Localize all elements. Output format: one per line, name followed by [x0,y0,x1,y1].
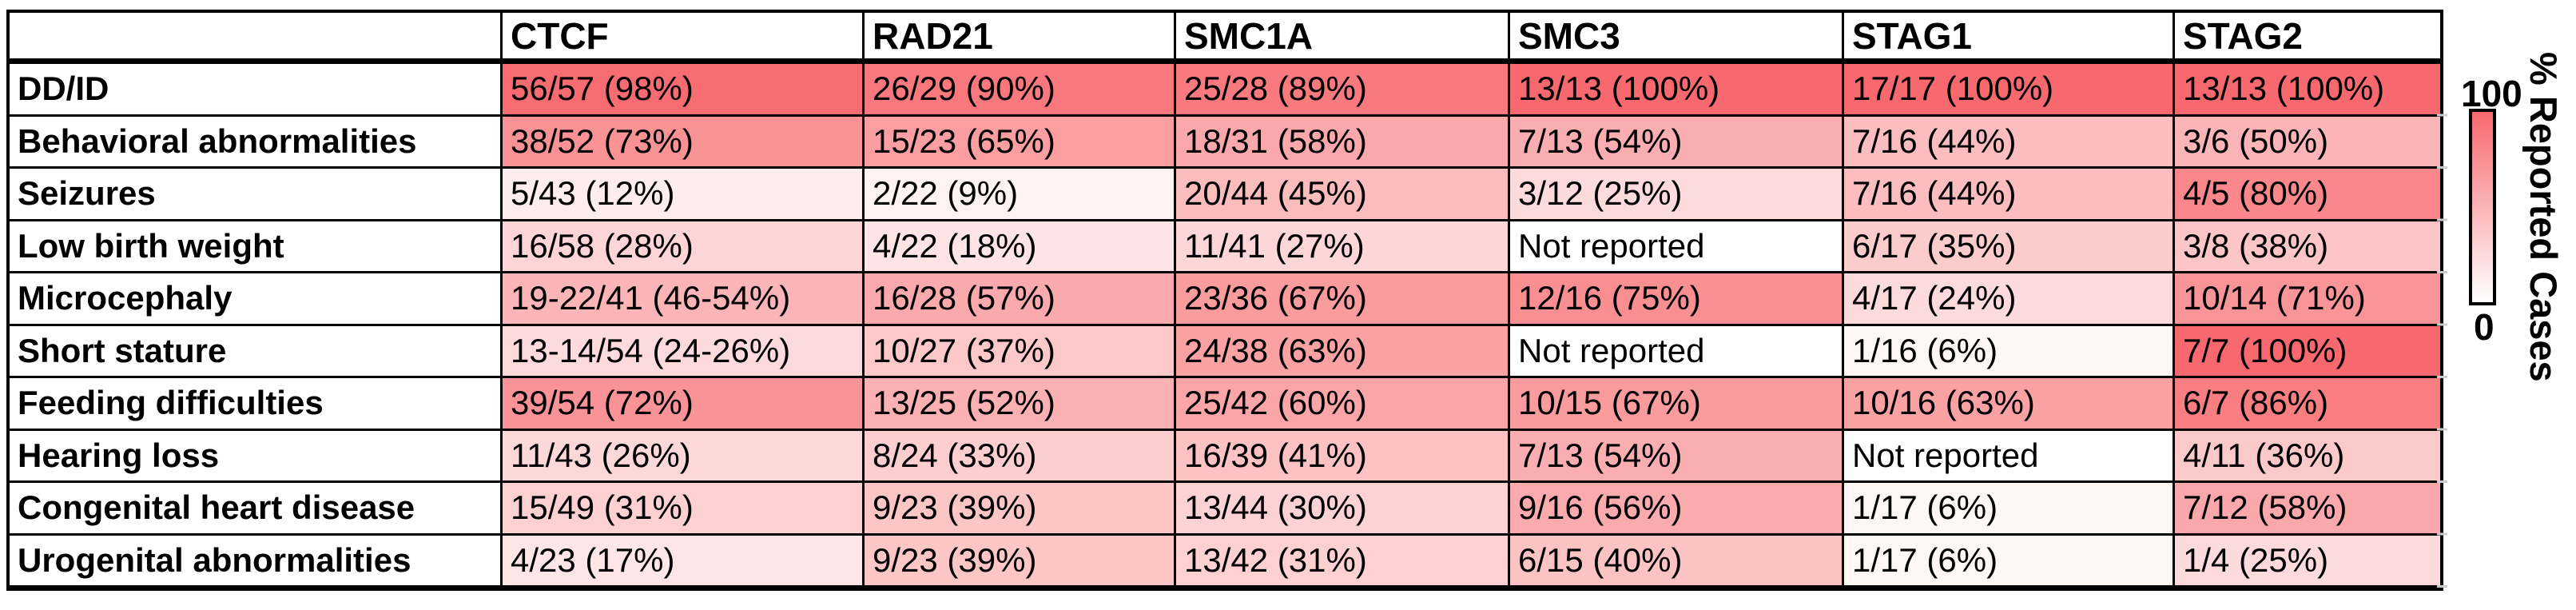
heatmap-cell: 7/16 (44%) [1844,116,2175,169]
heatmap-cell: 16/28 (57%) [865,273,1176,326]
heatmap-cell: 7/16 (44%) [1844,169,2175,221]
heatmap-cell: 10/27 (37%) [865,325,1176,378]
phenotype-heatmap: CTCF RAD21 SMC1A SMC3 STAG1 STAG2 DD/ID 56/57 (… [6,10,2443,591]
heatmap-cell: 15/23 (65%) [865,116,1176,169]
column-header-stag1: STAG1 [1844,13,2175,64]
heatmap-cell: 4/22 (18%) [865,221,1176,273]
row-label: Feeding difficulties [10,378,503,431]
heatmap-cell: 4/11 (36%) [2175,430,2440,483]
heatmap-cell: 8/24 (33%) [865,430,1176,483]
heatmap-cell: 13/13 (100%) [1510,64,1844,117]
heatmap-cell: 12/16 (75%) [1510,273,1844,326]
heatmap-cell: 20/44 (45%) [1176,169,1510,221]
heatmap-cell: Not reported [1844,430,2175,483]
column-header-rad21: RAD21 [865,13,1176,64]
colorbar-title: % Reported Cases [2522,52,2565,382]
row-label: Microcephaly [10,273,503,326]
row-label: Behavioral abnormalities [10,116,503,169]
heatmap-cell: 23/36 (67%) [1176,273,1510,326]
heatmap-cell: 13/25 (52%) [865,378,1176,431]
heatmap-cell: 4/23 (17%) [503,535,865,588]
heatmap-cell: 6/15 (40%) [1510,535,1844,588]
row-label: Seizures [10,169,503,221]
row-label: Hearing loss [10,430,503,483]
row-label: Low birth weight [10,221,503,273]
heatmap-cell: 1/4 (25%) [2175,535,2440,588]
heatmap-cell: 17/17 (100%) [1844,64,2175,117]
heatmap-cell: 16/58 (28%) [503,221,865,273]
column-header-ctcf: CTCF [503,13,865,64]
heatmap-cell: 10/16 (63%) [1844,378,2175,431]
heatmap-cell: 4/5 (80%) [2175,169,2440,221]
heatmap-cell: 7/12 (58%) [2175,483,2440,536]
column-header-smc3: SMC3 [1510,13,1844,64]
heatmap-cell: 24/38 (63%) [1176,325,1510,378]
heatmap-cell: 1/17 (6%) [1844,483,2175,536]
colorbar-max-label: 100 [2461,73,2522,114]
row-tick-marks [2437,64,2447,592]
heatmap-cell: 7/13 (54%) [1510,116,1844,169]
colorbar-legend: 100 0 % Reported Cases [2459,52,2576,424]
heatmap-cell: 11/41 (27%) [1176,221,1510,273]
heatmap-cell: 13/44 (30%) [1176,483,1510,536]
heatmap-cell: 26/29 (90%) [865,64,1176,117]
heatmap-cell: 56/57 (98%) [503,64,865,117]
heatmap-cell: 25/42 (60%) [1176,378,1510,431]
heatmap-cell: 5/43 (12%) [503,169,865,221]
colorbar-gradient [2469,109,2496,305]
heatmap-cell: 9/23 (39%) [865,535,1176,588]
heatmap-cell: 18/31 (58%) [1176,116,1510,169]
heatmap-cell: 4/17 (24%) [1844,273,2175,326]
heatmap-cell: 9/16 (56%) [1510,483,1844,536]
heatmap-cell: 25/28 (89%) [1176,64,1510,117]
heatmap-cell: 3/8 (38%) [2175,221,2440,273]
row-label: Short stature [10,325,503,378]
heatmap-cell: 39/54 (72%) [503,378,865,431]
heatmap-cell: 1/17 (6%) [1844,535,2175,588]
row-label: DD/ID [10,64,503,117]
row-label: Urogenital abnormalities [10,535,503,588]
heatmap-cell: 13/13 (100%) [2175,64,2440,117]
heatmap-cell: 16/39 (41%) [1176,430,1510,483]
heatmap-cell: 7/7 (100%) [2175,325,2440,378]
heatmap-cell: 10/14 (71%) [2175,273,2440,326]
corner-cell [10,13,503,64]
heatmap-cell: 6/7 (86%) [2175,378,2440,431]
heatmap-cell: 15/49 (31%) [503,483,865,536]
heatmap-cell: 7/13 (54%) [1510,430,1844,483]
heatmap-cell: 38/52 (73%) [503,116,865,169]
heatmap-cell: 10/15 (67%) [1510,378,1844,431]
colorbar-min-label: 0 [2474,306,2495,348]
heatmap-cell: 9/23 (39%) [865,483,1176,536]
heatmap-cell: Not reported [1510,325,1844,378]
column-header-smc1a: SMC1A [1176,13,1510,64]
heatmap-cell: 3/12 (25%) [1510,169,1844,221]
heatmap-cell: Not reported [1510,221,1844,273]
heatmap-cell: 2/22 (9%) [865,169,1176,221]
heatmap-cell: 3/6 (50%) [2175,116,2440,169]
column-header-stag2: STAG2 [2175,13,2440,64]
heatmap-cell: 13/42 (31%) [1176,535,1510,588]
heatmap-cell: 1/16 (6%) [1844,325,2175,378]
heatmap-cell: 6/17 (35%) [1844,221,2175,273]
heatmap-cell: 19-22/41 (46-54%) [503,273,865,326]
heatmap-cell: 11/43 (26%) [503,430,865,483]
heatmap-cell: 13-14/54 (24-26%) [503,325,865,378]
row-label: Congenital heart disease [10,483,503,536]
